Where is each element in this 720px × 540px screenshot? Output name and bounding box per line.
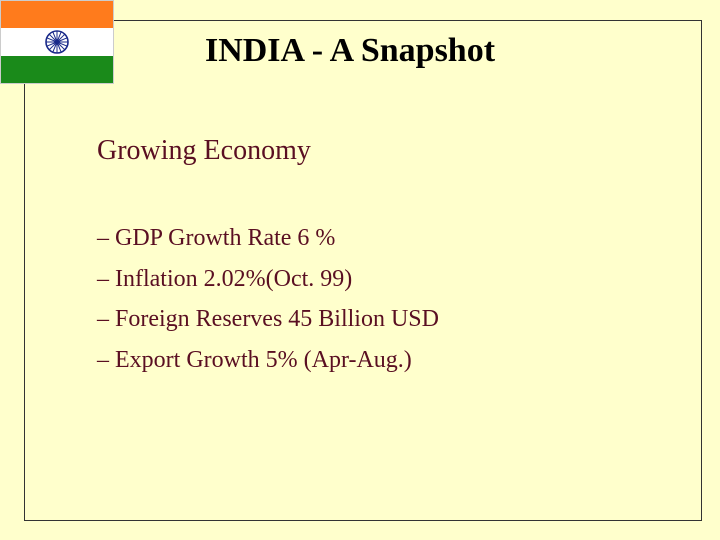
bullet-inflation: – Inflation 2.02%(Oct. 99)	[97, 265, 353, 292]
flag-white-band	[1, 28, 113, 56]
bullet-export-growth: – Export Growth 5% (Apr-Aug.)	[97, 346, 412, 373]
indian-flag-icon	[0, 0, 114, 84]
bullet-list: – GDP Growth Rate 6 % – Inflation 2.02%(…	[97, 218, 439, 380]
slide-title: INDIA - A Snapshot	[204, 32, 496, 69]
ashoka-chakra-icon	[45, 30, 69, 54]
bullet-gdp-growth: – GDP Growth Rate 6 %	[97, 225, 336, 251]
bullet-foreign-reserves: – Foreign Reserves 45 Billion USD	[97, 306, 439, 332]
section-heading: Growing Economy	[97, 135, 311, 166]
flag-saffron-band	[1, 1, 113, 29]
flag-green-band	[1, 55, 113, 83]
slide-frame	[24, 20, 702, 521]
